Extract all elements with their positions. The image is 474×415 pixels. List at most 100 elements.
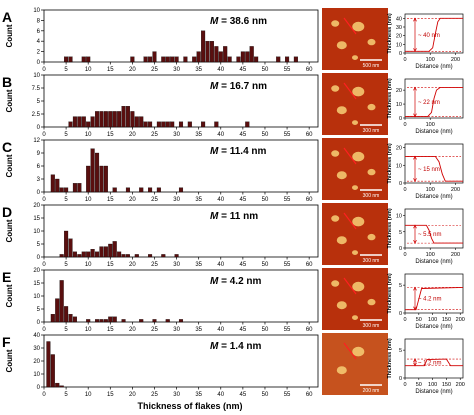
y-tick-label: 0 bbox=[37, 255, 41, 261]
step-annotation: ~ 15 nm bbox=[418, 167, 440, 173]
bar bbox=[148, 254, 153, 258]
flake-shape bbox=[336, 41, 347, 50]
flake-shape bbox=[367, 168, 376, 176]
y-tick-label: 4 bbox=[37, 39, 41, 45]
bar bbox=[59, 385, 64, 388]
flake-shape bbox=[352, 151, 365, 162]
y-tick-label: 10 bbox=[33, 294, 40, 300]
x-tick-label: 0 bbox=[42, 67, 46, 73]
median-label: M = 1.4 nm bbox=[210, 341, 262, 352]
y-tick-label: 5 bbox=[37, 99, 41, 105]
bar bbox=[276, 56, 281, 63]
bar bbox=[90, 249, 95, 258]
profile-frame bbox=[404, 338, 464, 379]
profile-y-axis-label: Thickness (nm) bbox=[387, 143, 393, 184]
x-tick-label: 60 bbox=[306, 327, 313, 333]
profile-x-tick-label: 50 bbox=[416, 382, 422, 388]
bar bbox=[236, 56, 241, 63]
profile-y-tick-label: 0 bbox=[399, 181, 402, 187]
y-axis-label: Count bbox=[5, 349, 14, 372]
profile-y-tick-label: 5 bbox=[399, 283, 402, 289]
x-tick-label: 30 bbox=[173, 67, 180, 73]
bar bbox=[72, 183, 77, 193]
panel-letter: E bbox=[2, 269, 11, 285]
scale-bar-label: 300 nm bbox=[363, 258, 380, 264]
flake-shape bbox=[336, 106, 347, 115]
bar bbox=[148, 187, 153, 193]
bar bbox=[174, 254, 179, 258]
bar bbox=[59, 187, 64, 193]
x-tick-label: 10 bbox=[85, 132, 92, 138]
x-tick-label: 45 bbox=[240, 67, 247, 73]
x-tick-label: 0 bbox=[42, 197, 46, 203]
bar bbox=[139, 116, 144, 128]
arrow-head-down bbox=[413, 113, 417, 118]
x-tick-label: 55 bbox=[284, 132, 291, 138]
bar bbox=[196, 51, 201, 63]
x-tick-label: 10 bbox=[85, 327, 92, 333]
bar bbox=[86, 165, 91, 193]
bar bbox=[143, 56, 148, 63]
x-tick-label: 15 bbox=[107, 132, 114, 138]
bar bbox=[170, 121, 175, 128]
x-tick-label: 25 bbox=[151, 67, 158, 73]
y-tick-label: 0 bbox=[37, 190, 41, 196]
profile-y-axis-label: Thickness (nm) bbox=[387, 338, 393, 379]
plot-frame bbox=[43, 9, 319, 63]
x-tick-label: 15 bbox=[107, 392, 114, 398]
median-value: = 11 nm bbox=[218, 211, 258, 222]
profile-x-tick-label: 150 bbox=[442, 317, 451, 323]
flake-shape bbox=[352, 21, 365, 32]
x-tick-label: 55 bbox=[284, 392, 291, 398]
x-tick-label: 50 bbox=[262, 197, 269, 203]
bar bbox=[108, 111, 113, 128]
x-tick-label: 40 bbox=[217, 262, 224, 268]
profile-line-marker bbox=[343, 147, 357, 165]
bar bbox=[165, 121, 170, 128]
bar bbox=[95, 152, 100, 193]
x-tick-label: 55 bbox=[284, 262, 291, 268]
flake-shape bbox=[331, 280, 340, 287]
x-tick-label: 15 bbox=[107, 197, 114, 203]
bar bbox=[187, 121, 192, 128]
height-profile: 0 10 20 30 40 0 100 200 Thickness (nm) Distance (… bbox=[387, 13, 464, 70]
profile-x-axis-label: Distance (nm) bbox=[415, 259, 452, 265]
bar bbox=[64, 187, 69, 193]
bar bbox=[55, 382, 60, 388]
x-tick-label: 45 bbox=[240, 262, 247, 268]
scale-bar-label: 200 nm bbox=[363, 388, 380, 394]
y-tick-label: 40 bbox=[33, 333, 40, 339]
x-tick-label: 35 bbox=[195, 197, 202, 203]
x-tick-label: 25 bbox=[151, 132, 158, 138]
bar bbox=[103, 246, 108, 258]
profile-x-tick-label: 100 bbox=[428, 382, 437, 388]
bar bbox=[90, 148, 95, 193]
x-tick-label: 5 bbox=[64, 132, 68, 138]
profile-x-tick-label: 0 bbox=[403, 122, 406, 128]
y-tick-label: 10 bbox=[33, 229, 40, 235]
x-tick-label: 35 bbox=[195, 132, 202, 138]
flake-shape bbox=[352, 185, 358, 191]
x-tick-label: 45 bbox=[240, 392, 247, 398]
bar bbox=[183, 56, 188, 63]
flake-shape bbox=[352, 86, 365, 97]
profile-y-tick-label: 30 bbox=[396, 25, 402, 31]
y-tick-label: 5 bbox=[37, 307, 41, 313]
median-symbol: M bbox=[210, 341, 219, 352]
afm-image: 200 nm bbox=[322, 333, 388, 395]
profile-y-axis-label: Thickness (nm) bbox=[387, 273, 393, 314]
profile-y-tick-label: 20 bbox=[396, 88, 402, 94]
bar bbox=[68, 121, 73, 128]
x-tick-label: 50 bbox=[262, 327, 269, 333]
bar bbox=[161, 254, 166, 258]
y-tick-label: 9 bbox=[37, 151, 41, 157]
x-tick-label: 30 bbox=[173, 392, 180, 398]
panel-letter: A bbox=[2, 9, 12, 25]
y-tick-label: 6 bbox=[37, 164, 41, 170]
arrow-head-up bbox=[413, 224, 417, 229]
x-tick-label: 5 bbox=[64, 67, 68, 73]
